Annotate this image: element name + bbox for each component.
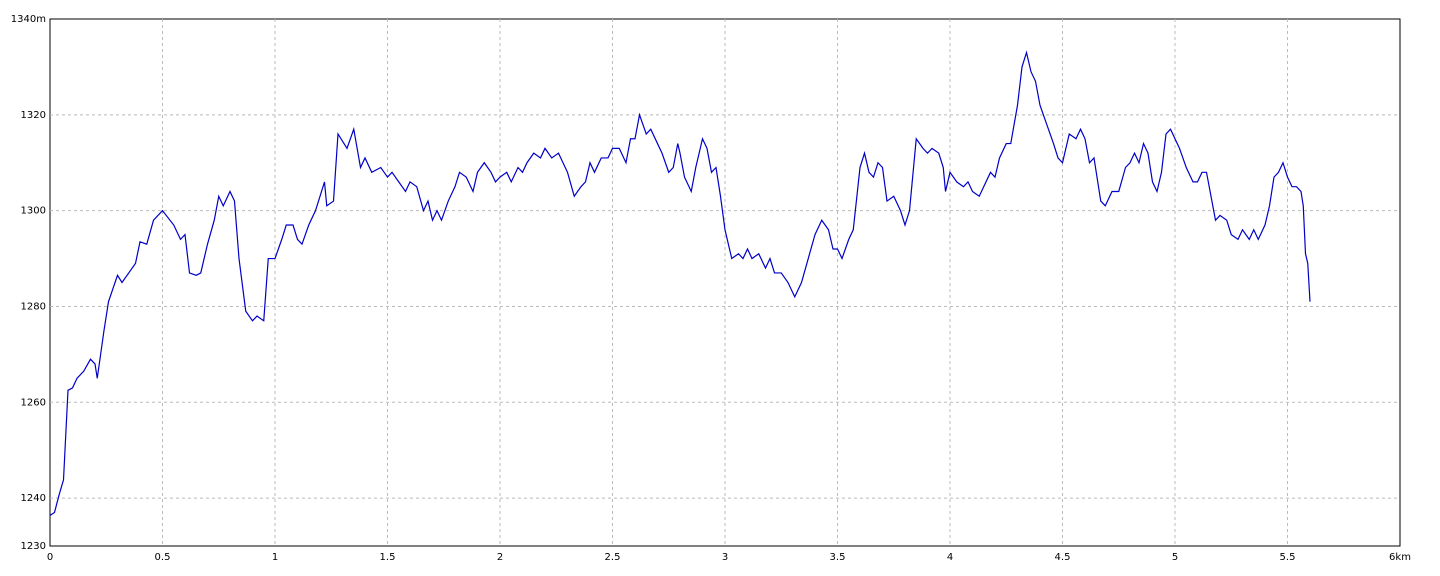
- x-tick-label: 4: [947, 552, 953, 563]
- y-tick-label: 1230: [21, 541, 46, 552]
- x-tick-label: 1: [272, 552, 278, 563]
- x-tick-label: 5: [1172, 552, 1178, 563]
- y-tick-label: 1300: [21, 206, 46, 217]
- x-tick-label: 2.5: [605, 552, 621, 563]
- x-tick-label: 0: [47, 552, 53, 563]
- y-tick-label: 1280: [21, 301, 46, 312]
- x-tick-label: 1.5: [380, 552, 396, 563]
- y-tick-label: 1260: [21, 397, 46, 408]
- x-tick-label: 4.5: [1055, 552, 1071, 563]
- y-tick-label: 1240: [21, 493, 46, 504]
- y-tick-label: 1340m: [11, 14, 46, 25]
- elevation-line: [49, 50, 1311, 516]
- x-tick-label: 0.5: [155, 552, 171, 563]
- x-tick-label: 2: [497, 552, 503, 563]
- x-tick-label: 6km: [1389, 552, 1411, 563]
- y-tick-label: 1320: [21, 110, 46, 121]
- x-tick-label: 3: [722, 552, 728, 563]
- x-tick-label: 5.5: [1280, 552, 1296, 563]
- x-tick-label: 3.5: [830, 552, 846, 563]
